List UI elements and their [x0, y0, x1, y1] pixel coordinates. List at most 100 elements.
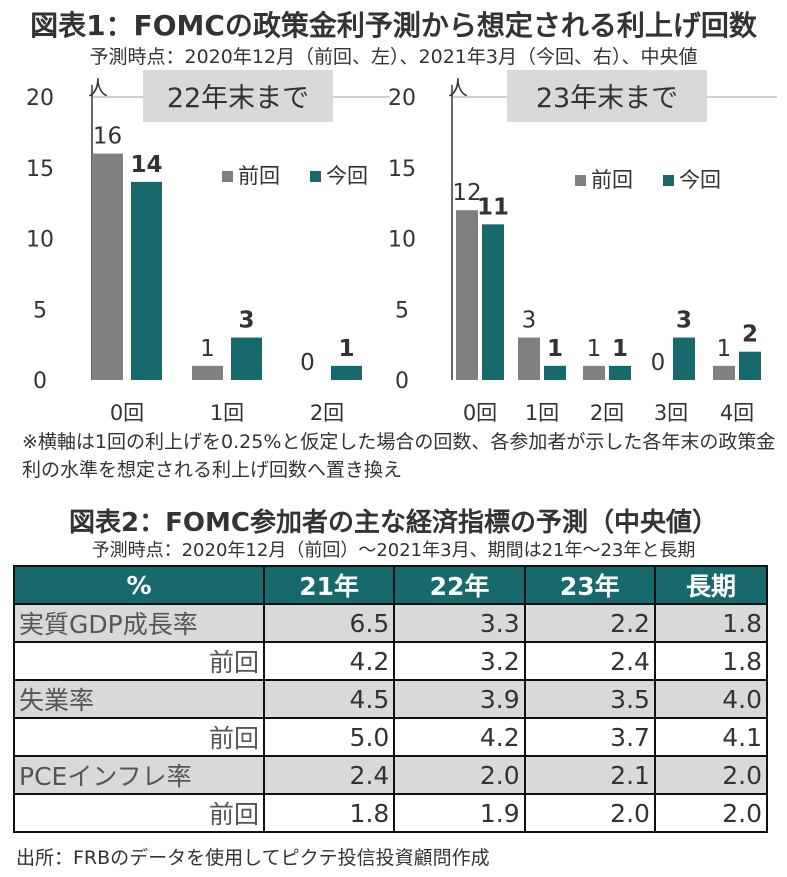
- bar-current: [131, 181, 162, 380]
- data-label: 1: [547, 336, 563, 362]
- table-header-row: % 21年 22年 23年 長期: [13, 565, 769, 605]
- row-label: PCEインフレ率: [13, 755, 265, 795]
- bar-previous: [456, 210, 478, 380]
- row-label: 失業率: [13, 679, 265, 719]
- bar-previous: [713, 365, 735, 380]
- bar-current: [609, 365, 631, 380]
- x-tick-label: 1回: [210, 401, 244, 425]
- legend-label: 前回: [591, 168, 633, 192]
- data-label: 0: [651, 350, 666, 376]
- title-box: [507, 70, 707, 122]
- legend-swatch: [310, 171, 321, 182]
- legend-swatch: [663, 175, 674, 186]
- bar-previous: [583, 365, 605, 380]
- bar-previous: [518, 337, 540, 380]
- data-label: 3: [676, 308, 692, 334]
- chart-title: 23年末まで: [536, 83, 678, 114]
- x-tick-label: 0回: [463, 401, 497, 425]
- figure1-title: 図表1：FOMCの政策金利予測から想定される利上げ回数: [30, 9, 757, 42]
- y-tick-label: 10: [26, 228, 54, 253]
- cell-value: 3.2: [393, 641, 526, 681]
- cell-value: 2.0: [653, 793, 769, 833]
- figure2-subtitle: 予測時点：2020年12月（前回）～2021年3月、期間は21年～23年と長期: [91, 540, 696, 561]
- data-label: 12: [452, 180, 481, 206]
- cell-value: 6.5: [262, 603, 396, 643]
- bar-current: [739, 351, 761, 380]
- bar-previous: [192, 365, 223, 380]
- cell-value: 1.8: [262, 793, 396, 833]
- cell-value: 2.0: [653, 755, 769, 795]
- row-label: 前回: [13, 793, 265, 833]
- cell-value: 4.2: [393, 717, 526, 757]
- table-row: 前回 1.8 1.9 2.0 2.0: [13, 793, 769, 833]
- y-unit-label: 人: [448, 76, 468, 100]
- y-tick-label: 10: [388, 228, 416, 253]
- y-tick-label: 0: [33, 369, 47, 394]
- data-label: 1: [587, 336, 602, 362]
- x-tick-label: 2回: [310, 401, 344, 425]
- y-tick-label: 15: [26, 157, 54, 182]
- cell-value: 2.1: [523, 755, 656, 795]
- cell-value: 4.2: [262, 641, 396, 681]
- legend-label: 今回: [679, 168, 721, 192]
- legend-swatch: [575, 175, 586, 186]
- cell-value: 2.4: [262, 755, 396, 795]
- data-label: 3: [238, 308, 254, 334]
- cell-value: 3.7: [523, 717, 656, 757]
- header-21: 21年: [262, 565, 396, 605]
- cell-value: 2.4: [523, 641, 656, 681]
- header-unit: %: [13, 565, 265, 605]
- cell-value: 4.1: [653, 717, 769, 757]
- y-unit-label: 人: [88, 76, 108, 100]
- row-label: 前回: [13, 717, 265, 757]
- table-row: 実質GDP成長率 6.5 3.3 2.2 1.8: [13, 603, 769, 643]
- y-tick-label: 0: [395, 369, 409, 394]
- data-label: 1: [338, 336, 354, 362]
- y-tick-label: 5: [395, 298, 409, 323]
- data-label: 11: [477, 194, 509, 220]
- table-row: 前回 5.0 4.2 3.7 4.1: [13, 717, 769, 757]
- cell-value: 3.5: [523, 679, 656, 719]
- bar-previous: [92, 153, 123, 380]
- table-row: 前回 4.2 3.2 2.4 1.8: [13, 641, 769, 681]
- data-label: 2: [742, 322, 758, 348]
- figure1-subtitle: 予測時点：2020年12月（前回、左）、2021年3月（今回、右）、中央値: [89, 46, 698, 68]
- bar-current: [231, 337, 262, 380]
- table-row: PCEインフレ率 2.4 2.0 2.1 2.0: [13, 755, 769, 795]
- source-note: 出所：FRBのデータを使用してピクテ投信投資顧問作成: [16, 847, 490, 869]
- title-box: [143, 70, 333, 122]
- cell-value: 1.8: [653, 603, 769, 643]
- x-tick-label: 4回: [720, 401, 754, 425]
- y-tick-label: 20: [26, 86, 54, 111]
- data-label: 3: [522, 308, 537, 334]
- forecast-table: % 21年 22年 23年 長期 実質GDP成長率 6.5 3.3 2.2 1.8 前回 4…: [13, 565, 769, 833]
- cell-value: 3.3: [393, 603, 526, 643]
- header-long: 長期: [653, 565, 769, 605]
- data-label: 14: [130, 152, 162, 178]
- y-tick-label: 15: [388, 157, 416, 182]
- cell-value: 2.2: [523, 603, 656, 643]
- header-22: 22年: [393, 565, 526, 605]
- data-label: 0: [300, 350, 315, 376]
- row-label: 前回: [13, 641, 265, 681]
- bar-current: [544, 365, 566, 380]
- x-tick-label: 1回: [525, 401, 559, 425]
- header-23: 23年: [523, 565, 656, 605]
- cell-value: 5.0: [262, 717, 396, 757]
- data-label: 1: [200, 336, 215, 362]
- chart-title: 22年末まで: [167, 83, 309, 114]
- cell-value: 2.0: [393, 755, 526, 795]
- bar-current: [673, 337, 695, 380]
- y-tick-label: 5: [33, 298, 47, 323]
- row-label: 実質GDP成長率: [13, 603, 265, 643]
- data-label: 1: [612, 336, 628, 362]
- y-tick-label: 20: [388, 86, 416, 111]
- bar-current: [482, 224, 504, 380]
- x-tick-label: 3回: [654, 401, 688, 425]
- chart-note: ※横軸は1回の利上げを0.25%と仮定した場合の回数、各参加者が示した各年末の政…: [22, 431, 776, 481]
- bar-current: [331, 365, 362, 380]
- legend-label: 今回: [326, 164, 368, 188]
- cell-value: 2.0: [523, 793, 656, 833]
- x-tick-label: 2回: [590, 401, 624, 425]
